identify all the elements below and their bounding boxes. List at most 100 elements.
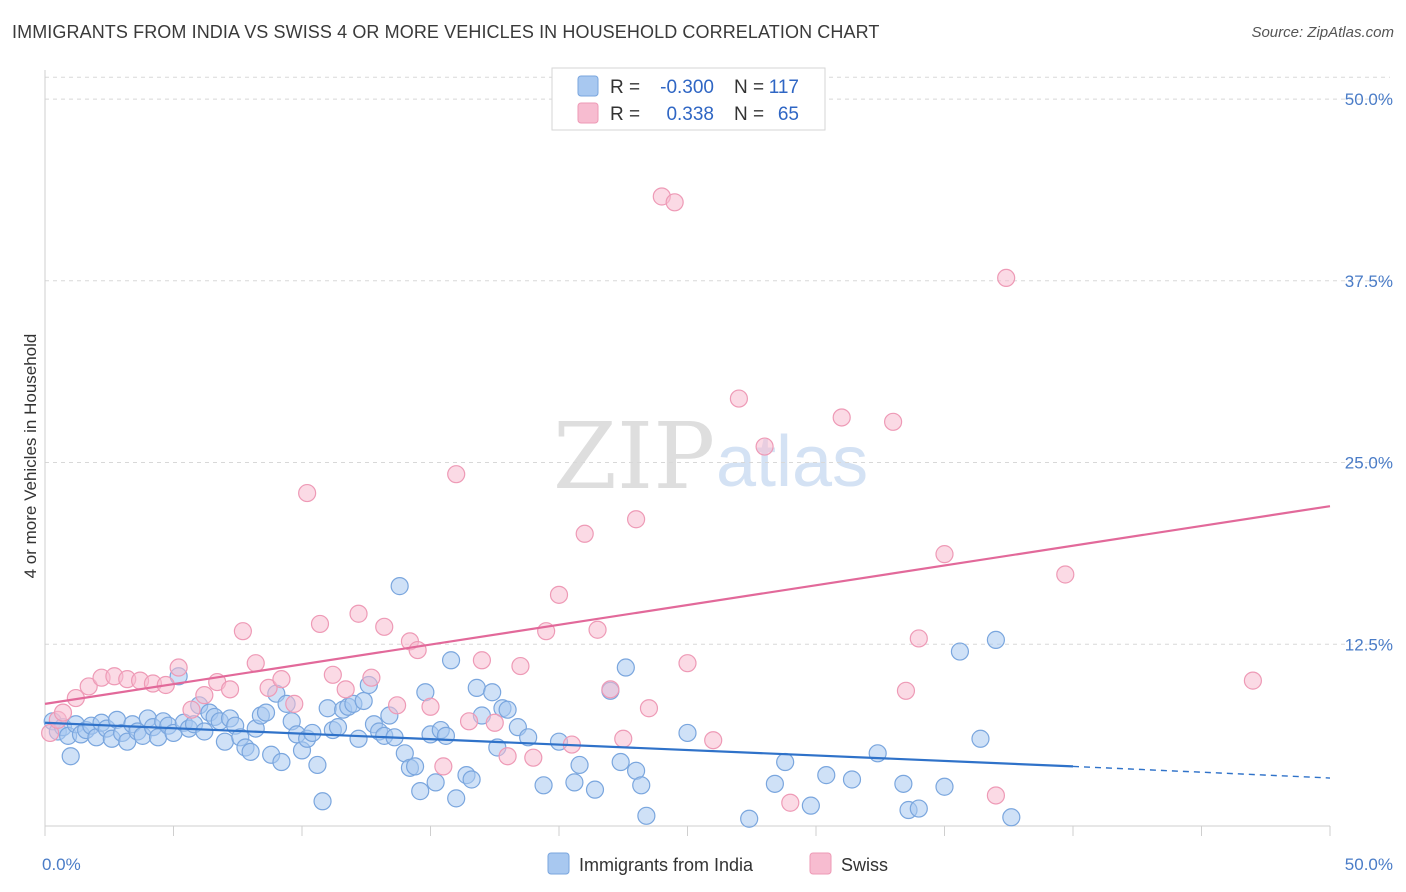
point-india-102	[740, 809, 759, 828]
point-swiss-41	[549, 585, 569, 604]
point-india-89	[519, 728, 538, 747]
point-india-68	[390, 577, 409, 596]
point-swiss-18	[259, 678, 278, 697]
point-india-39	[241, 742, 260, 761]
point-swiss-23	[323, 665, 342, 684]
y-tick-labels: 12.5% 25.0% 37.5% 50.0%	[1345, 90, 1393, 654]
trend-line-swiss	[44, 505, 1331, 705]
point-swiss-51	[678, 654, 697, 673]
point-swiss-39	[524, 748, 543, 767]
trend-lines	[44, 505, 1331, 779]
point-india-56	[328, 718, 348, 737]
point-swiss-25	[349, 604, 368, 623]
legend-r-value-india: -0.300	[660, 77, 714, 98]
point-swiss-59	[909, 629, 928, 648]
watermark-zip: ZIP	[553, 403, 715, 510]
legend-r-value-swiss: 0.338	[666, 104, 714, 125]
point-india-112	[950, 642, 970, 661]
point-swiss-54	[755, 437, 774, 456]
point-swiss-53	[729, 389, 749, 408]
point-india-114	[986, 630, 1006, 650]
grid	[45, 76, 1390, 645]
point-india-109	[894, 774, 913, 793]
point-india-90	[534, 776, 553, 795]
legend-label-swiss: Swiss	[841, 855, 888, 875]
point-india-71	[405, 757, 425, 776]
point-swiss-48	[639, 699, 659, 718]
legend-n-label-india: N =	[734, 77, 764, 98]
chart-source: Source: ZipAtlas.com	[1251, 24, 1394, 41]
point-swiss-61	[986, 786, 1006, 805]
point-swiss-37	[498, 747, 517, 766]
point-swiss-16	[233, 622, 252, 641]
point-india-72	[411, 782, 430, 801]
point-india-30	[195, 722, 214, 741]
point-india-105	[801, 796, 820, 815]
point-india-4	[61, 747, 80, 766]
legend-n-value-india: 117	[769, 77, 799, 98]
watermark-atlas: atlas	[716, 422, 868, 502]
point-india-79	[447, 789, 466, 808]
point-india-42	[256, 703, 276, 722]
point-india-113	[971, 729, 990, 748]
point-india-115	[1002, 808, 1021, 827]
point-swiss-50	[665, 193, 684, 212]
trend-line-india-extrapolated	[1072, 765, 1331, 779]
point-swiss-2	[53, 703, 73, 722]
legend-swatch-swiss-bottom	[809, 852, 832, 875]
watermark: ZIP atlas	[553, 403, 868, 510]
legend-swatch-swiss	[577, 102, 599, 124]
point-india-78	[441, 651, 461, 670]
point-india-93	[570, 755, 589, 775]
point-swiss-31	[421, 697, 440, 716]
point-india-101	[678, 723, 697, 743]
point-swiss-62	[997, 268, 1016, 287]
point-india-116	[909, 799, 928, 818]
point-swiss-63	[1056, 565, 1075, 584]
point-swiss-4	[79, 677, 98, 696]
trend-line-india	[44, 721, 1074, 768]
chart-title: IMMIGRANTS FROM INDIA VS SWISS 4 OR MORE…	[12, 22, 880, 42]
x-tick-label-0: 0.0%	[42, 855, 81, 874]
point-swiss-43	[575, 524, 594, 543]
point-swiss-26	[362, 668, 381, 687]
point-india-84	[483, 683, 502, 702]
x-tick-labels: 0.0% 50.0%	[42, 855, 1393, 874]
point-india-34	[215, 732, 234, 751]
point-swiss-11	[169, 658, 188, 677]
legend-n-value-swiss: 65	[778, 104, 799, 125]
point-india-111	[935, 777, 954, 796]
y-tick-label-2: 37.5%	[1345, 272, 1393, 291]
legend-n-label-swiss: N =	[734, 104, 764, 125]
point-swiss-24	[336, 680, 355, 699]
point-swiss-34	[459, 712, 479, 731]
point-india-77	[436, 726, 456, 745]
point-swiss-20	[285, 694, 304, 713]
y-tick-label-1: 25.0%	[1345, 454, 1393, 473]
point-swiss-30	[408, 640, 427, 660]
point-india-75	[426, 773, 445, 792]
point-india-81	[462, 770, 481, 789]
legend-r-label-swiss: R =	[610, 104, 640, 125]
legend-swatch-india	[577, 75, 599, 97]
point-swiss-17	[246, 654, 265, 673]
point-india-45	[272, 752, 291, 772]
point-swiss-19	[272, 670, 291, 689]
point-india-104	[776, 752, 795, 772]
legend-swatch-immigrants-from-india	[547, 852, 570, 875]
point-india-82	[467, 678, 486, 697]
point-india-99	[632, 776, 651, 795]
point-india-92	[565, 773, 584, 792]
point-swiss-35	[472, 651, 491, 670]
point-swiss-55	[781, 793, 800, 812]
point-india-96	[611, 752, 630, 772]
point-india-54	[318, 699, 337, 718]
series-swiss-points	[41, 187, 1263, 812]
y-axis-label: 4 or more Vehicles in Household	[21, 334, 40, 579]
point-swiss-52	[704, 731, 723, 750]
point-india-87	[498, 700, 517, 719]
point-swiss-12	[182, 700, 201, 719]
legend-r-label-india: R =	[610, 77, 640, 98]
point-swiss-38	[511, 656, 530, 676]
point-india-106	[817, 766, 836, 785]
